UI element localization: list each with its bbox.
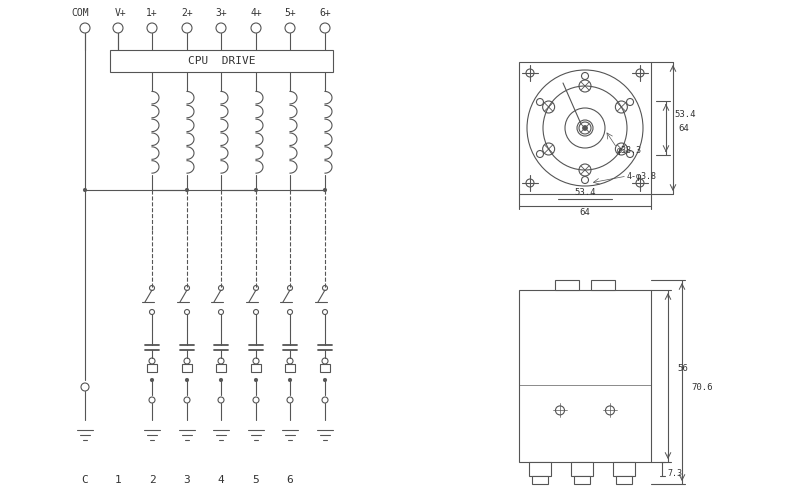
Circle shape	[219, 378, 223, 382]
Text: 64: 64	[580, 208, 590, 217]
Bar	[216, 364, 226, 372]
Text: 5: 5	[252, 475, 259, 485]
Text: 64: 64	[678, 124, 689, 132]
Text: 7.3: 7.3	[667, 469, 682, 478]
Text: 6: 6	[286, 475, 293, 485]
Text: 4: 4	[218, 475, 225, 485]
Text: 2+: 2+	[181, 8, 193, 18]
Text: 3: 3	[184, 475, 191, 485]
Circle shape	[185, 378, 189, 382]
Bar	[320, 364, 330, 372]
Bar	[519, 290, 651, 462]
Text: 1+: 1+	[146, 8, 158, 18]
Bar	[110, 50, 333, 72]
Circle shape	[323, 378, 327, 382]
Bar	[613, 462, 635, 476]
Bar	[532, 476, 548, 484]
Text: 4-φ3.8: 4-φ3.8	[627, 171, 657, 180]
Bar	[147, 364, 157, 372]
Circle shape	[150, 378, 154, 382]
Text: CPU  DRIVE: CPU DRIVE	[187, 56, 255, 66]
Text: 4+: 4+	[250, 8, 262, 18]
Bar	[555, 280, 579, 290]
Bar	[571, 462, 593, 476]
Bar	[591, 280, 615, 290]
Bar	[529, 462, 551, 476]
Bar	[182, 364, 192, 372]
Text: COM: COM	[71, 8, 89, 18]
Text: 3+: 3+	[215, 8, 227, 18]
Text: 1: 1	[115, 475, 121, 485]
Bar	[616, 476, 632, 484]
Circle shape	[582, 125, 588, 130]
Text: 5+: 5+	[284, 8, 296, 18]
Text: C: C	[81, 475, 89, 485]
Text: V+: V+	[115, 8, 127, 18]
Circle shape	[288, 378, 292, 382]
Bar	[574, 476, 590, 484]
Text: 53.4: 53.4	[674, 110, 695, 119]
Circle shape	[254, 378, 258, 382]
Circle shape	[185, 188, 189, 192]
Text: 6+: 6+	[319, 8, 331, 18]
Text: 2: 2	[149, 475, 155, 485]
Text: 56: 56	[677, 364, 687, 373]
Bar	[285, 364, 295, 372]
Text: φ38.3: φ38.3	[617, 145, 642, 154]
Circle shape	[323, 188, 327, 192]
Text: 70.6: 70.6	[691, 382, 713, 391]
Bar	[251, 364, 261, 372]
Circle shape	[83, 188, 87, 192]
Circle shape	[254, 188, 258, 192]
Bar	[519, 62, 651, 194]
Text: 53.4: 53.4	[574, 188, 596, 197]
